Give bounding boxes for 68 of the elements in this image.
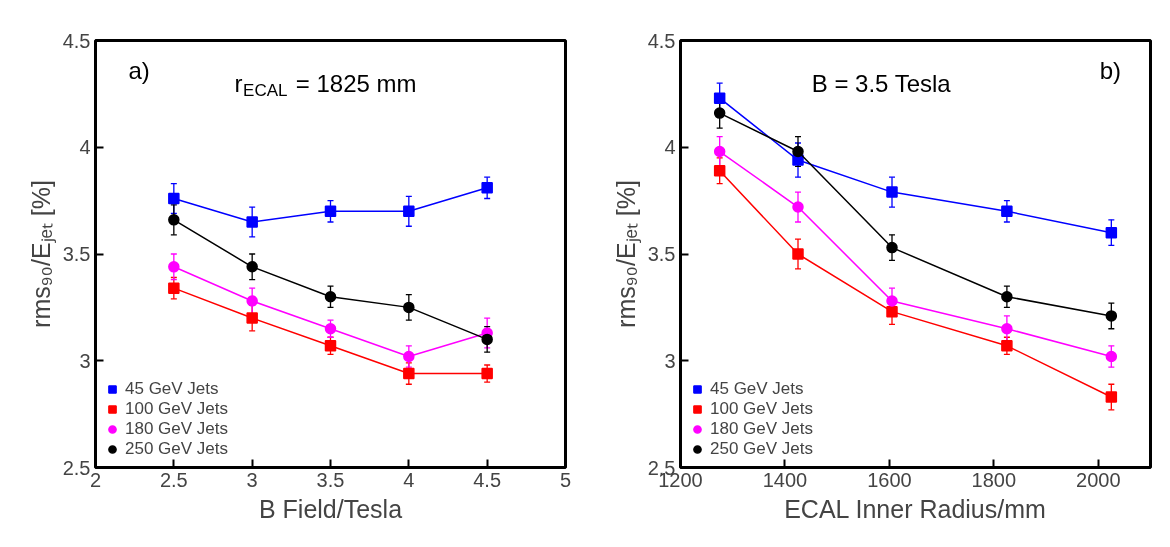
- point: [713, 92, 726, 104]
- legend-label: 100 GeV Jets: [125, 399, 229, 419]
- point: [1001, 290, 1013, 303]
- y-tick-label: 3.5: [647, 243, 676, 265]
- point: [168, 192, 180, 205]
- legend-label: 180 GeV Jets: [710, 419, 814, 439]
- y-tick-label: 3: [664, 349, 676, 372]
- point: [713, 145, 726, 158]
- point: [792, 145, 804, 158]
- point: [1001, 340, 1013, 352]
- point: [1105, 391, 1118, 403]
- point: [324, 205, 337, 218]
- point: [886, 241, 898, 254]
- x-tick-label: 2.5: [159, 468, 188, 491]
- point: [886, 305, 898, 318]
- point: [246, 261, 258, 273]
- point: [1105, 226, 1118, 239]
- point: [713, 107, 726, 119]
- y-tick-label: 3.5: [62, 243, 91, 265]
- point: [246, 312, 258, 324]
- legend-label: 45 GeV Jets: [710, 379, 804, 399]
- x-tick-label: 1800: [971, 468, 1017, 491]
- point: [324, 290, 337, 303]
- legend-label: 250 GeV Jets: [710, 439, 814, 459]
- y-tick-label: 3: [79, 349, 91, 372]
- point: [403, 350, 415, 363]
- legend-label: 45 GeV Jets: [125, 379, 219, 399]
- point: [886, 295, 898, 307]
- x-tick-label: 1400: [762, 468, 808, 491]
- point: [403, 367, 415, 380]
- point: [324, 340, 337, 352]
- x-tick-label: 3: [246, 468, 258, 491]
- point: [403, 301, 415, 314]
- x-tick-label: 2: [89, 468, 102, 491]
- legend-label: 100 GeV Jets: [710, 399, 814, 419]
- point: [403, 205, 415, 218]
- point: [1105, 350, 1118, 363]
- x-tick-label: 1600: [867, 468, 912, 491]
- x-axis-title: ECAL Inner Radius/mm: [784, 494, 1046, 523]
- annotation: a): [128, 56, 150, 84]
- y-tick-label: 4.5: [647, 29, 676, 52]
- x-tick-label: 4.5: [473, 468, 502, 491]
- annotation: B = 3.5 Tesla: [811, 69, 952, 97]
- y-tick-label: 4: [79, 136, 91, 159]
- y-axis-title: rms₉₀/Eⱼₑₜ [%]: [611, 180, 641, 328]
- x-tick-label: 3.5: [316, 468, 345, 491]
- point: [481, 182, 493, 194]
- x-axis-title: B Field/Tesla: [258, 494, 403, 523]
- point: [168, 261, 180, 273]
- point: [1105, 310, 1118, 322]
- point: [168, 282, 180, 294]
- point: [713, 164, 726, 177]
- point: [1001, 322, 1013, 335]
- x-tick-label: 5: [559, 468, 572, 491]
- y-axis-title: rms₉₀/Eⱼₑₜ [%]: [26, 180, 56, 328]
- y-tick-label: 4.5: [62, 29, 91, 52]
- point: [246, 216, 258, 228]
- legend-label: 180 GeV Jets: [125, 419, 229, 439]
- point: [886, 186, 898, 198]
- annotation: b): [1099, 56, 1121, 84]
- point: [792, 201, 804, 213]
- x-tick-label: 4: [403, 468, 415, 491]
- legend-label: 250 GeV Jets: [125, 439, 229, 459]
- point: [481, 333, 493, 346]
- y-tick-label: 4: [664, 136, 676, 159]
- x-tick-label: 2000: [1076, 468, 1121, 491]
- point: [792, 248, 804, 260]
- point: [1001, 205, 1013, 218]
